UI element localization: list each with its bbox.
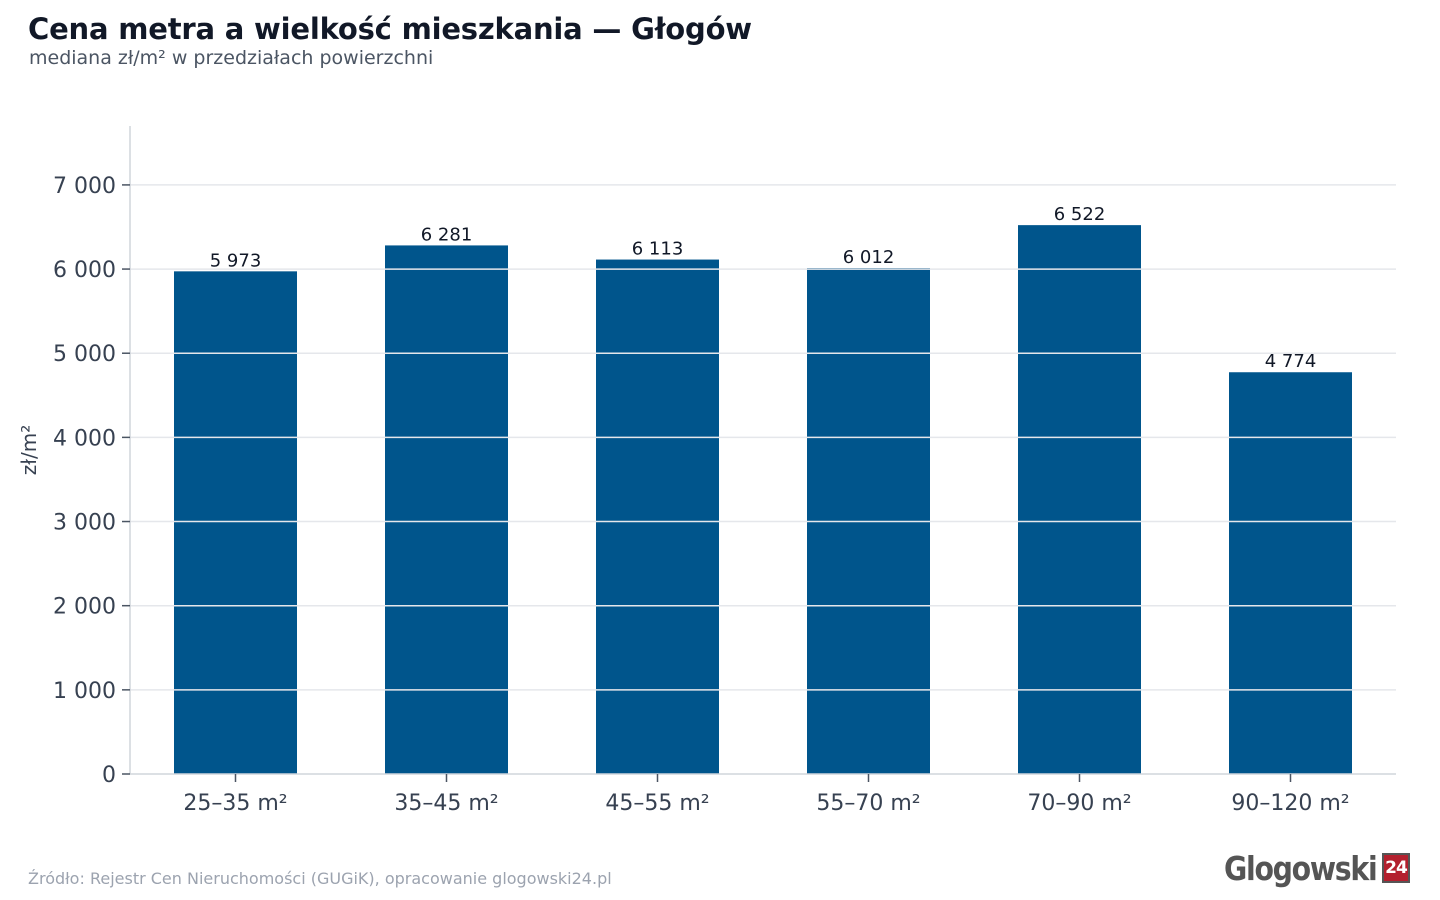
x-tick-label: 35–45 m² [394, 791, 498, 816]
y-tick-label: 0 [102, 763, 116, 788]
bars [174, 225, 1352, 775]
logo-text: Glogowski [1224, 848, 1378, 888]
x-ticks: 25–35 m² 35–45 m² 45–55 m² 55–70 m² 70–90 m²… [183, 774, 1350, 816]
chart-subtitle: mediana zł/m² w przedziałach powierzchni [29, 47, 434, 69]
y-tick-label: 1 000 [53, 679, 116, 704]
glogowski24-logo: Glogowski 24 [1224, 846, 1410, 890]
x-tick-label: 25–35 m² [183, 791, 287, 816]
value-label: 5 973 [210, 250, 262, 271]
bar [174, 271, 297, 774]
x-tick-label: 55–70 m² [816, 791, 920, 816]
y-tick-label: 4 000 [53, 426, 116, 451]
x-tick-label: 45–55 m² [605, 791, 709, 816]
value-label: 6 522 [1054, 204, 1106, 225]
x-tick-label: 70–90 m² [1027, 791, 1131, 816]
value-label: 6 012 [843, 247, 895, 268]
logo-badge: 24 [1382, 853, 1410, 883]
y-tick-label: 5 000 [53, 342, 116, 367]
y-tick-label: 6 000 [53, 258, 116, 283]
value-label: 6 281 [421, 224, 473, 245]
value-label: 4 774 [1265, 351, 1317, 372]
source-note: Źródło: Rejestr Cen Nieruchomości (GUGiK… [28, 869, 612, 888]
gridlines [130, 184, 1396, 691]
bar [1018, 225, 1141, 774]
bar [596, 259, 719, 775]
chart-title: Cena metra a wielkość mieszkania — Głogó… [28, 12, 752, 46]
value-labels: 5 973 6 281 6 113 6 012 6 522 4 774 [210, 204, 1317, 372]
y-tick-label: 7 000 [53, 174, 116, 199]
y-ticks: 0 1 000 2 000 3 000 4 000 5 000 6 000 7 000 [53, 174, 130, 788]
y-tick-label: 2 000 [53, 595, 116, 620]
y-axis-title: zł/m² [17, 425, 41, 475]
value-label: 6 113 [632, 239, 684, 260]
y-tick-label: 3 000 [53, 511, 116, 536]
bar [385, 245, 508, 775]
x-tick-label: 90–120 m² [1231, 791, 1349, 816]
bar [1229, 372, 1352, 774]
